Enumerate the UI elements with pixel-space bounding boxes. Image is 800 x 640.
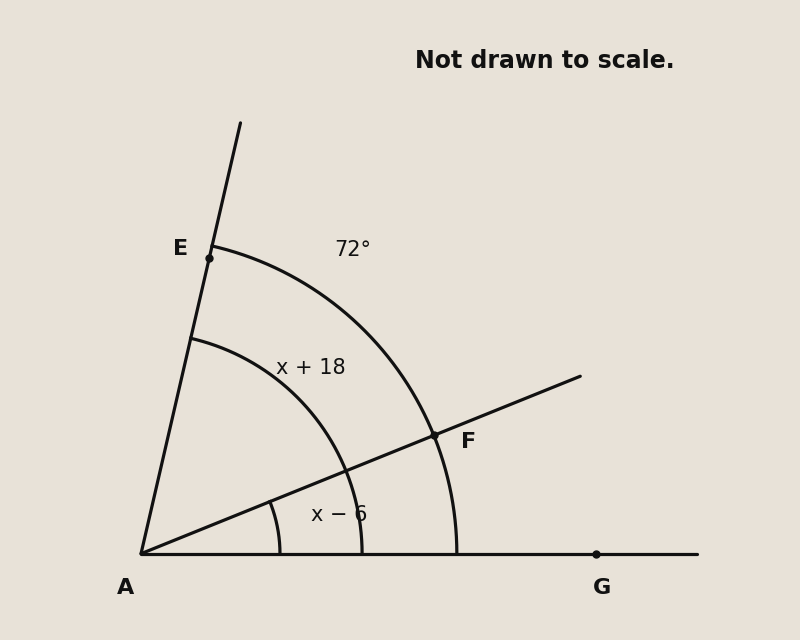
Text: G: G bbox=[593, 579, 611, 598]
Text: x − 6: x − 6 bbox=[311, 505, 368, 525]
Text: E: E bbox=[174, 239, 188, 259]
Text: F: F bbox=[461, 432, 476, 452]
Text: 72°: 72° bbox=[334, 240, 371, 260]
Text: Not drawn to scale.: Not drawn to scale. bbox=[415, 49, 675, 73]
Text: A: A bbox=[117, 579, 134, 598]
Text: x + 18: x + 18 bbox=[276, 358, 346, 378]
